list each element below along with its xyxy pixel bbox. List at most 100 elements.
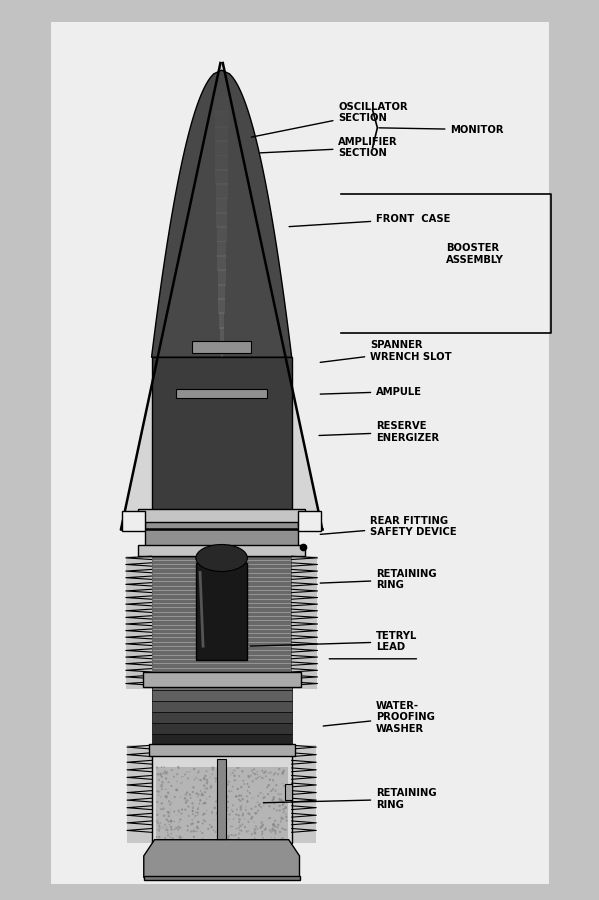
Point xyxy=(235,794,245,808)
Point xyxy=(193,821,202,835)
Bar xyxy=(127,745,316,843)
Point xyxy=(157,760,167,774)
Point xyxy=(238,808,247,823)
Text: AMPLIFIER
SECTION: AMPLIFIER SECTION xyxy=(261,137,398,158)
Point xyxy=(244,779,254,794)
Point xyxy=(200,772,210,787)
Point xyxy=(268,793,277,807)
Point xyxy=(174,760,183,775)
Point xyxy=(228,779,238,794)
Point xyxy=(278,767,288,781)
Point xyxy=(159,802,168,816)
Point xyxy=(234,788,244,803)
Point xyxy=(157,782,167,796)
Point xyxy=(162,813,172,827)
Point xyxy=(192,787,201,801)
Point xyxy=(238,792,247,806)
Point xyxy=(232,822,241,836)
Point xyxy=(270,766,280,780)
Point xyxy=(180,803,190,817)
Point xyxy=(160,763,170,778)
Point xyxy=(210,801,220,815)
Point xyxy=(196,784,205,798)
Point xyxy=(216,778,225,793)
Point xyxy=(199,778,209,793)
Point xyxy=(189,824,198,838)
Bar xyxy=(298,511,321,531)
Point xyxy=(281,792,291,806)
Point xyxy=(226,819,235,833)
Point xyxy=(277,811,286,825)
Point xyxy=(229,812,238,826)
Point xyxy=(273,767,283,781)
Point xyxy=(188,816,198,831)
Point xyxy=(198,796,208,811)
Point xyxy=(262,780,272,795)
Point xyxy=(164,828,173,842)
Point xyxy=(279,805,289,819)
Point xyxy=(253,795,262,809)
Point xyxy=(243,784,252,798)
Point xyxy=(220,789,229,804)
Bar xyxy=(176,389,267,398)
Point xyxy=(223,774,233,788)
Point xyxy=(219,784,229,798)
Point xyxy=(279,763,289,778)
Point xyxy=(193,806,202,820)
Point xyxy=(163,825,173,840)
Point xyxy=(162,790,171,805)
Point xyxy=(227,784,237,798)
Bar xyxy=(216,184,228,200)
Point xyxy=(189,780,198,795)
Point xyxy=(212,790,222,805)
Point xyxy=(193,814,203,829)
Point xyxy=(202,764,211,778)
Bar xyxy=(196,563,247,660)
Text: RETAINING
RING: RETAINING RING xyxy=(264,788,437,810)
Point xyxy=(281,807,291,822)
Point xyxy=(270,823,279,837)
Bar xyxy=(217,759,226,839)
Point xyxy=(268,821,277,835)
Point xyxy=(199,813,208,827)
Point xyxy=(156,819,166,833)
Point xyxy=(235,826,244,841)
Point xyxy=(155,820,165,834)
Point xyxy=(258,770,267,785)
Point xyxy=(220,784,229,798)
Point xyxy=(183,793,192,807)
Point xyxy=(249,814,259,829)
Point xyxy=(153,784,162,798)
Point xyxy=(257,828,267,842)
Text: REAR FITTING
SAFETY DEVICE: REAR FITTING SAFETY DEVICE xyxy=(320,516,457,537)
Point xyxy=(237,824,246,838)
Point xyxy=(222,789,232,804)
Point xyxy=(278,831,288,845)
Point xyxy=(162,765,172,779)
Point xyxy=(159,766,168,780)
Point xyxy=(170,823,179,837)
Point xyxy=(281,800,291,814)
Point xyxy=(170,814,179,829)
Point xyxy=(250,806,260,820)
Point xyxy=(211,824,220,839)
Bar xyxy=(217,226,226,242)
Point xyxy=(234,760,244,775)
Point xyxy=(161,831,170,845)
Point xyxy=(247,827,257,842)
Point xyxy=(249,762,259,777)
Point xyxy=(235,812,244,826)
Point xyxy=(247,812,256,826)
Point xyxy=(234,789,243,804)
Point xyxy=(188,807,198,822)
Point xyxy=(167,796,176,810)
Bar xyxy=(217,240,226,256)
Bar xyxy=(215,126,228,142)
Point xyxy=(154,773,164,788)
Point xyxy=(267,825,276,840)
Point xyxy=(173,808,182,823)
Point xyxy=(200,806,210,821)
Point xyxy=(161,789,170,804)
Point xyxy=(236,800,246,814)
Bar xyxy=(215,140,228,157)
